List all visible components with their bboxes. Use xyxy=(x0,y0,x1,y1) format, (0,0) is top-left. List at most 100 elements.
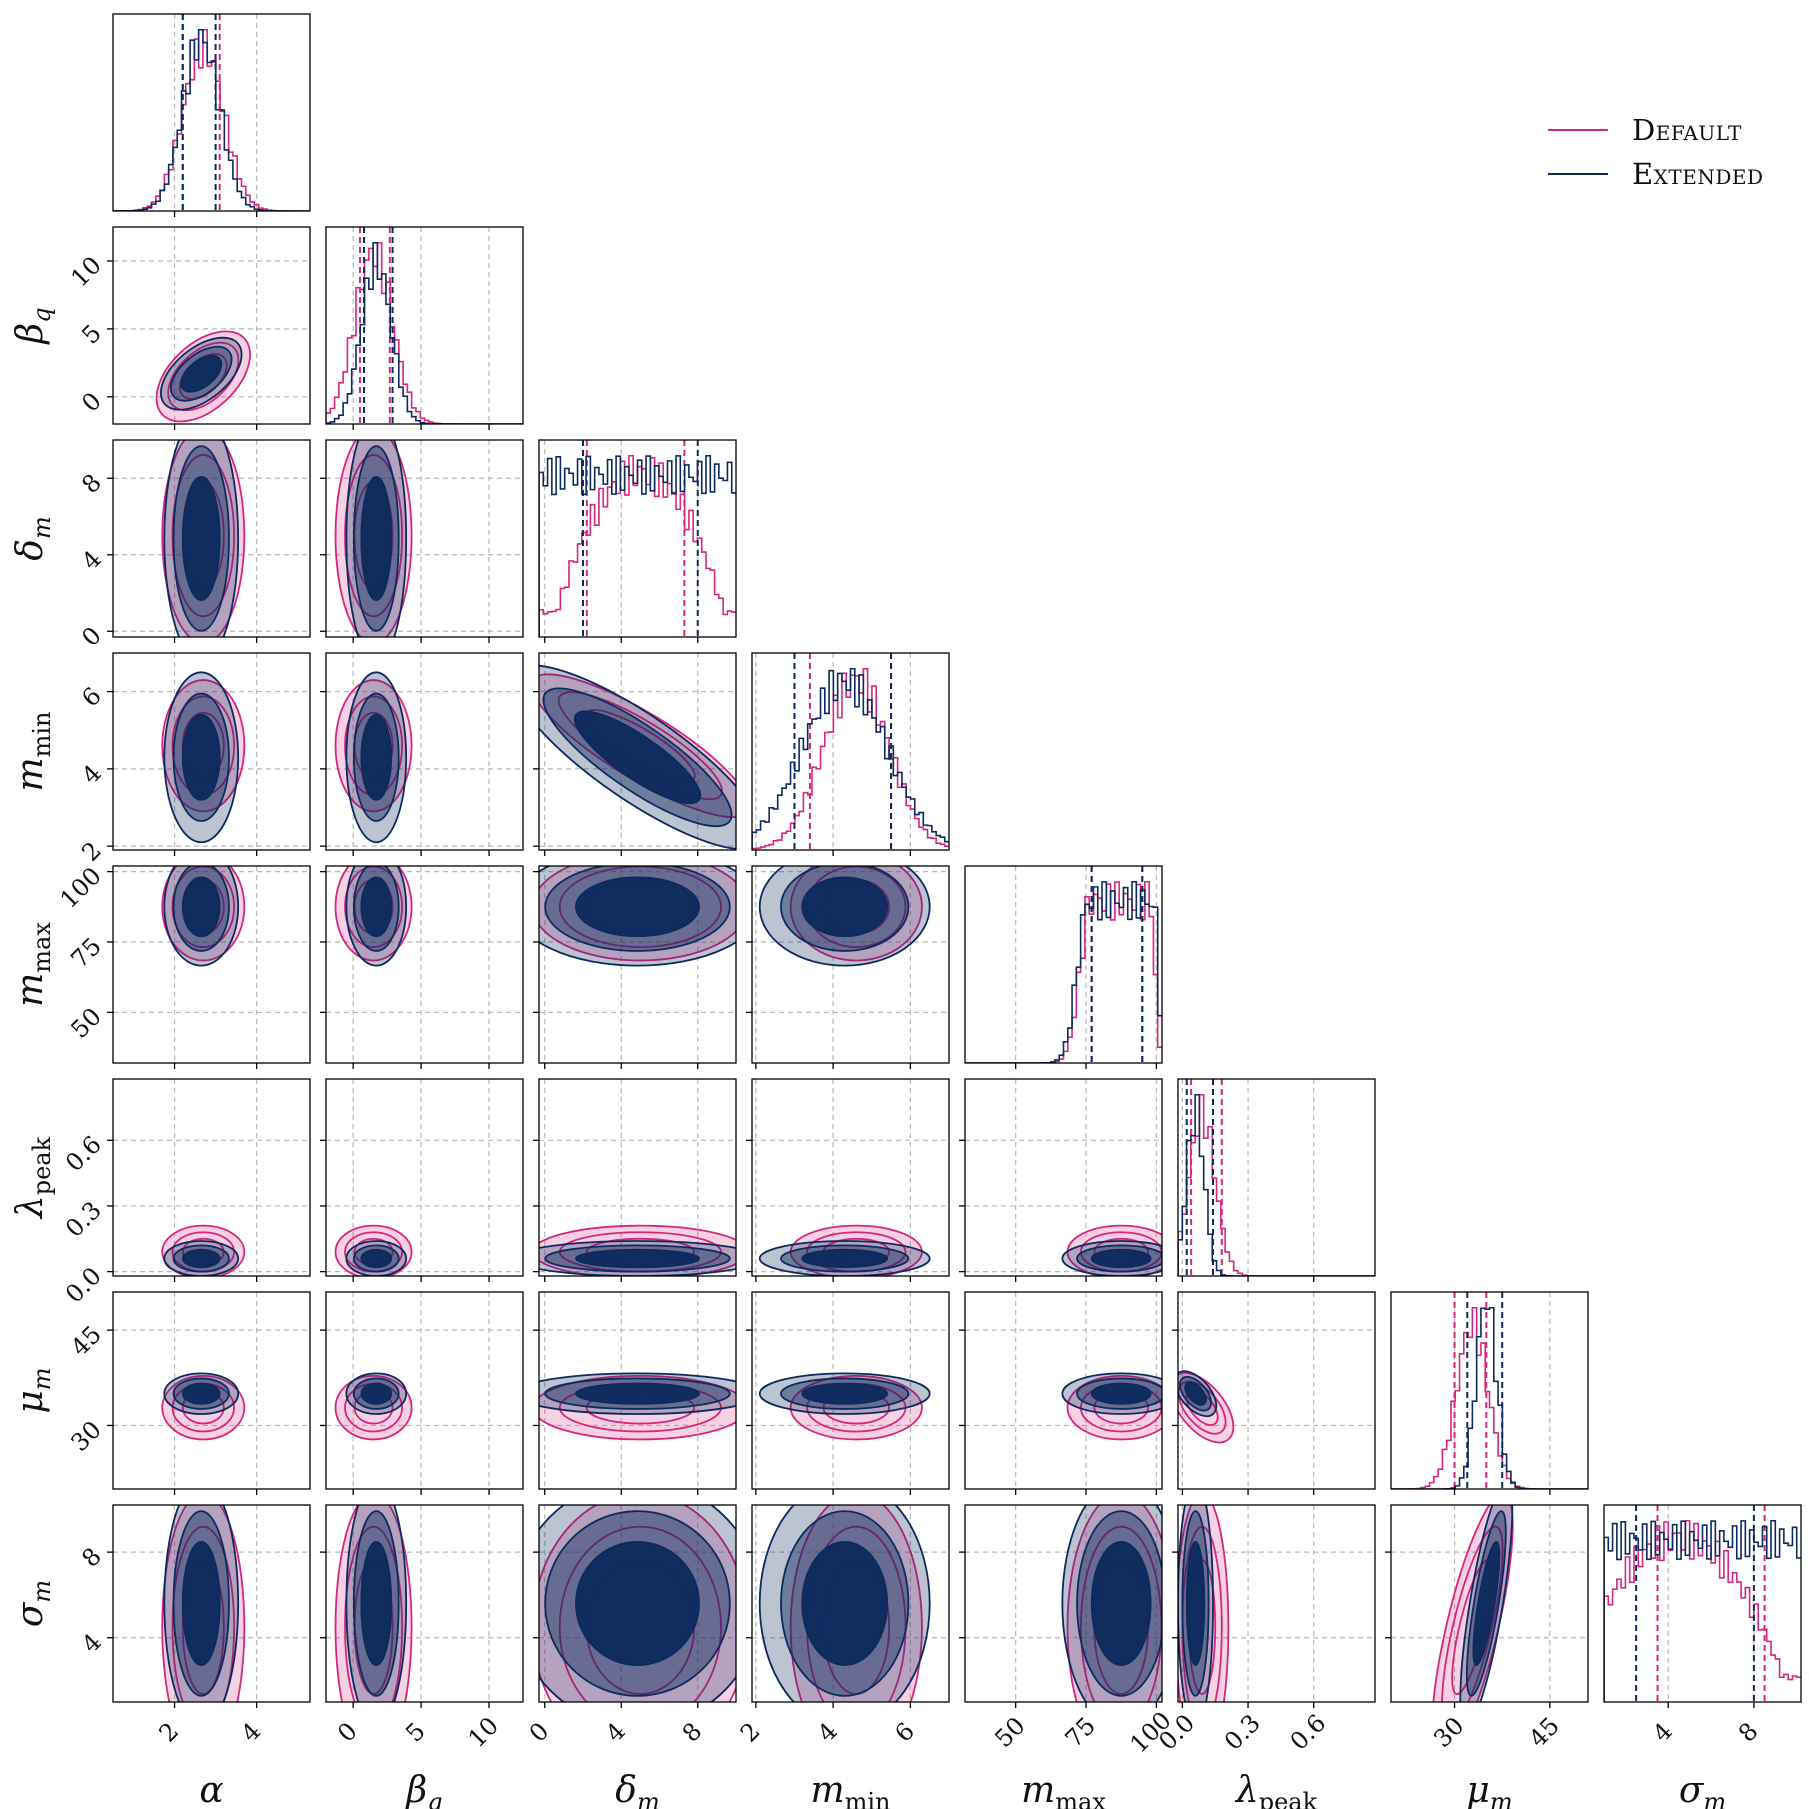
panel-frame xyxy=(112,865,311,1064)
panel-content xyxy=(161,440,246,637)
panel-content xyxy=(1061,1505,1162,1702)
panel-m_max-vs-beta_q xyxy=(320,865,524,1069)
contour-extended-1sigma xyxy=(360,1248,393,1269)
contour-extended-1sigma xyxy=(1090,1248,1152,1269)
axis-label-x-sigma_m: σm xyxy=(1679,1770,1726,1809)
panel-frame xyxy=(112,652,311,851)
contour-extended-1sigma xyxy=(360,1382,393,1405)
tick-label-x-delta_m: 4 xyxy=(600,1717,631,1748)
histogram-extended xyxy=(1178,1093,1375,1276)
panel-content xyxy=(1431,1505,1514,1702)
panel-content xyxy=(1061,1224,1162,1276)
panel-frame xyxy=(1390,1504,1589,1703)
panel-content xyxy=(1391,1292,1588,1489)
axis-label-x-alpha: α xyxy=(199,1770,223,1809)
tick-label-y-beta_q: 0 xyxy=(76,387,107,418)
panel-lambda_peak-vs-beta_q xyxy=(320,1078,524,1282)
panel-frame xyxy=(325,439,524,638)
panel-sigma_m-vs-m_max xyxy=(959,1504,1163,1708)
contour-default-1.5sigma xyxy=(1441,1525,1504,1702)
histogram-extended xyxy=(965,880,1162,1063)
panel-content xyxy=(539,440,736,637)
histogram-default xyxy=(326,241,523,424)
tick-label-y-lambda_peak: 0.0 xyxy=(60,1262,107,1309)
contour-extended-1sigma xyxy=(575,1248,700,1269)
panel-content xyxy=(539,866,736,967)
contour-default-1.5sigma xyxy=(344,454,403,618)
panel-frame xyxy=(538,1504,737,1703)
histogram-default xyxy=(752,667,949,850)
contour-extended-1sigma xyxy=(360,1541,393,1666)
panel-mu_m-vs-beta_q xyxy=(320,1291,524,1495)
panel-content xyxy=(334,1505,413,1702)
panel-content xyxy=(539,1372,736,1441)
contour-extended-1sigma xyxy=(1472,1541,1501,1666)
tick-label-x-m_max: 50 xyxy=(989,1712,1030,1753)
axis-label-y-delta_m: δm xyxy=(10,516,56,560)
panel-content xyxy=(334,1224,413,1276)
panel-content xyxy=(334,440,413,637)
legend: Default Extended xyxy=(1548,108,1764,196)
histogram-extended xyxy=(539,454,736,637)
panel-frame xyxy=(325,1504,524,1703)
panel-delta_m-vs-delta_m xyxy=(538,439,737,643)
tick-label-x-m_min: 6 xyxy=(889,1717,920,1748)
panel-content xyxy=(161,1505,246,1702)
contour-extended-1sigma xyxy=(1090,1541,1152,1666)
tick-label-y-beta_q: 5 xyxy=(76,319,107,350)
histogram-extended xyxy=(113,28,310,211)
contour-default-1.5sigma xyxy=(171,454,235,618)
tick-label-x-lambda_peak: 0.3 xyxy=(1219,1709,1266,1756)
panel-frame xyxy=(112,439,311,638)
panel-content xyxy=(758,866,931,967)
tick-label-x-beta_q: 0 xyxy=(332,1717,363,1748)
panel-frame xyxy=(538,1078,737,1277)
panel-frame xyxy=(751,865,950,1064)
tick-label-x-mu_m: 30 xyxy=(1428,1712,1469,1753)
panel-alpha-vs-alpha xyxy=(112,13,311,217)
panel-sigma_m-vs-m_min xyxy=(746,1504,950,1708)
histogram-default xyxy=(1391,1306,1588,1489)
contour-extended-1sigma xyxy=(360,476,393,601)
histogram-extended xyxy=(326,241,523,424)
panel-m_max-vs-delta_m xyxy=(533,865,737,1069)
tick-label-x-beta_q: 5 xyxy=(400,1717,431,1748)
panel-content xyxy=(758,1505,931,1702)
panel-lambda_peak-vs-lambda_peak xyxy=(1177,1078,1376,1282)
tick-label-y-delta_m: 0 xyxy=(76,621,107,652)
tick-label-y-sigma_m: 8 xyxy=(76,1542,107,1573)
panel-frame xyxy=(538,439,737,638)
panel-frame xyxy=(112,1504,311,1703)
contour-extended-1sigma xyxy=(801,1541,889,1666)
panel-frame xyxy=(325,1291,524,1490)
panel-frame xyxy=(751,1078,950,1277)
panel-content xyxy=(113,14,310,211)
panel-m_min-vs-m_min xyxy=(751,652,950,856)
panel-sigma_m-vs-lambda_peak xyxy=(1172,1504,1376,1708)
axis-label-x-m_max: mmax xyxy=(1021,1770,1106,1809)
contour-extended-1sigma xyxy=(181,1248,221,1269)
contour-extended-1sigma xyxy=(181,1541,221,1666)
axis-label-x-lambda_peak: λpeak xyxy=(1234,1770,1318,1809)
tick-label-y-delta_m: 8 xyxy=(76,468,107,499)
panel-frame xyxy=(325,652,524,851)
panel-content xyxy=(1178,1505,1230,1702)
panel-mu_m-vs-m_max xyxy=(959,1291,1163,1495)
panel-frame xyxy=(112,1291,311,1490)
tick-label-x-delta_m: 0 xyxy=(524,1717,555,1748)
panel-frame xyxy=(751,1291,950,1490)
panel-frame xyxy=(964,865,1163,1064)
panel-mu_m-vs-m_min xyxy=(746,1291,950,1495)
legend-entry-default: Default xyxy=(1548,108,1764,152)
panel-content xyxy=(1061,1372,1162,1441)
panel-sigma_m-vs-alpha xyxy=(107,1504,311,1708)
panel-frame xyxy=(964,1078,1163,1277)
panel-frame xyxy=(325,1078,524,1277)
panel-frame xyxy=(964,1504,1163,1703)
tick-label-y-lambda_peak: 0.3 xyxy=(60,1196,107,1243)
tick-label-y-beta_q: 10 xyxy=(66,251,107,292)
contour-extended-1sigma xyxy=(573,710,702,805)
panel-delta_m-vs-alpha xyxy=(107,439,311,643)
contour-extended-1sigma xyxy=(181,876,221,938)
panel-frame xyxy=(538,1291,737,1490)
